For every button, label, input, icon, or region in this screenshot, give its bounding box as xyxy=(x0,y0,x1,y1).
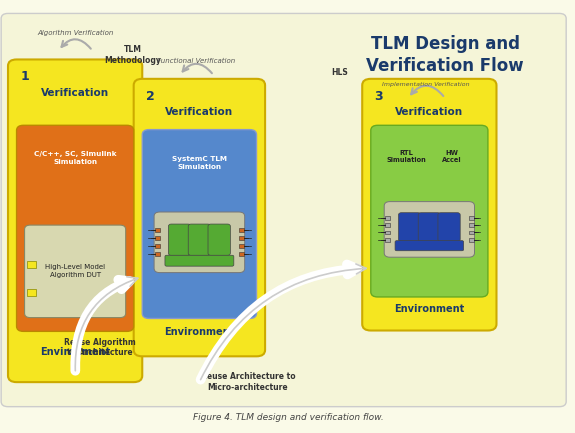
Bar xyxy=(469,231,474,234)
Bar xyxy=(239,252,244,256)
Text: Verification: Verification xyxy=(395,107,463,117)
FancyBboxPatch shape xyxy=(1,13,566,407)
Text: Environment: Environment xyxy=(40,347,110,357)
FancyBboxPatch shape xyxy=(154,212,245,273)
FancyBboxPatch shape xyxy=(142,129,256,318)
FancyBboxPatch shape xyxy=(398,213,421,242)
Bar xyxy=(155,252,160,256)
Bar xyxy=(239,228,244,232)
Text: 3: 3 xyxy=(374,90,383,103)
Text: 2: 2 xyxy=(146,90,155,103)
Text: Verification: Verification xyxy=(166,107,233,117)
FancyBboxPatch shape xyxy=(384,202,474,257)
Bar xyxy=(155,236,160,239)
Bar xyxy=(385,216,390,220)
FancyBboxPatch shape xyxy=(208,224,231,255)
FancyBboxPatch shape xyxy=(168,224,191,255)
Bar xyxy=(385,223,390,227)
Text: Figure 4. TLM design and verification flow.: Figure 4. TLM design and verification fl… xyxy=(193,414,384,422)
Text: HLS: HLS xyxy=(331,68,348,77)
FancyBboxPatch shape xyxy=(133,79,265,356)
Text: Implementation Verification: Implementation Verification xyxy=(382,82,470,87)
Text: Reuse Architecture to
Micro-architecture: Reuse Architecture to Micro-architecture xyxy=(201,372,296,392)
FancyBboxPatch shape xyxy=(8,59,142,382)
FancyBboxPatch shape xyxy=(362,79,496,330)
Text: Environment: Environment xyxy=(164,327,235,337)
Bar xyxy=(239,244,244,248)
Bar xyxy=(27,289,36,296)
Bar xyxy=(469,238,474,242)
FancyBboxPatch shape xyxy=(25,225,126,317)
Text: High-Level Model
Algorithm DUT: High-Level Model Algorithm DUT xyxy=(45,265,105,278)
Text: Functional Verification: Functional Verification xyxy=(158,58,236,64)
Bar xyxy=(27,261,36,268)
FancyBboxPatch shape xyxy=(17,125,133,331)
Bar xyxy=(385,238,390,242)
FancyBboxPatch shape xyxy=(188,224,210,255)
Text: Environment: Environment xyxy=(394,304,465,313)
Text: TLM Design and
Verification Flow: TLM Design and Verification Flow xyxy=(366,35,524,75)
Bar xyxy=(155,228,160,232)
FancyBboxPatch shape xyxy=(438,213,460,242)
Text: Algorithm Verification: Algorithm Verification xyxy=(37,30,114,36)
FancyBboxPatch shape xyxy=(418,213,440,242)
Text: TLM
Methodology: TLM Methodology xyxy=(104,45,161,65)
Text: HW
Accel: HW Accel xyxy=(442,149,462,163)
Bar xyxy=(469,216,474,220)
Bar xyxy=(239,236,244,239)
FancyBboxPatch shape xyxy=(165,255,234,266)
Text: RTL
Simulation: RTL Simulation xyxy=(387,149,427,163)
Bar xyxy=(385,231,390,234)
Bar xyxy=(469,223,474,227)
FancyBboxPatch shape xyxy=(371,125,488,297)
Text: 1: 1 xyxy=(20,70,29,83)
FancyBboxPatch shape xyxy=(395,241,463,251)
Text: Verification: Verification xyxy=(41,87,109,97)
Text: Reuse Algorithm
to Architecture: Reuse Algorithm to Architecture xyxy=(63,338,135,357)
Text: SystemC TLM
Simulation: SystemC TLM Simulation xyxy=(172,156,227,170)
Bar xyxy=(155,244,160,248)
Text: C/C++, SC, Simulink
Simulation: C/C++, SC, Simulink Simulation xyxy=(34,152,116,165)
